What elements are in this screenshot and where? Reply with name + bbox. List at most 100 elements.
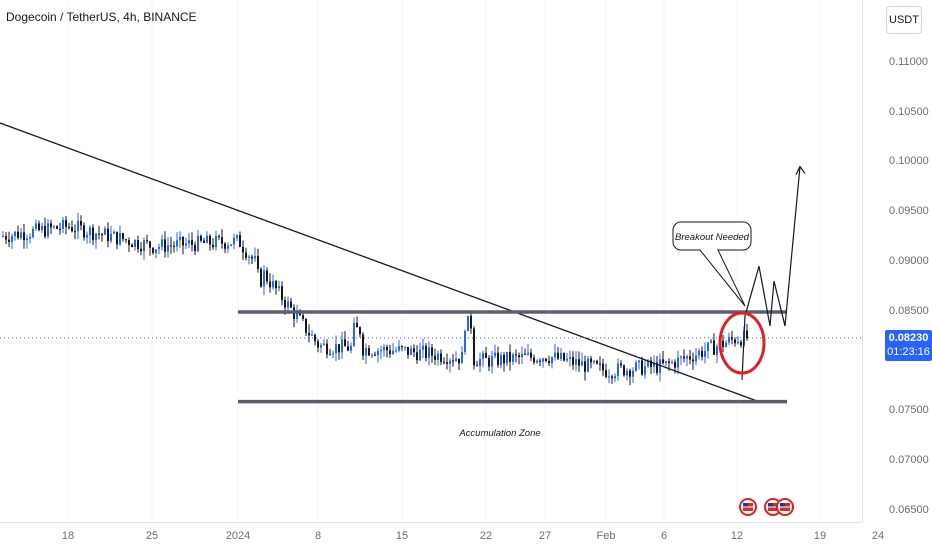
candle-body [59,228,61,230]
candle-body [716,346,718,355]
candle-body [20,232,22,239]
candle-body [605,370,607,377]
candle-body [173,245,175,247]
candle-body [143,240,145,252]
candle-body [692,359,694,362]
candle-body [710,340,712,343]
candle-body [503,354,505,364]
candle-body [548,360,550,364]
candle-body [122,233,124,240]
candle-body [638,360,640,363]
time-label: Feb [596,530,616,542]
candle-body [365,348,367,356]
candle-body [734,339,736,344]
candle-body [473,328,475,366]
candle-body [467,315,469,332]
candle-body [527,352,529,355]
candle-body [71,227,73,232]
candle-body [281,286,283,301]
candle-body [302,315,304,319]
candle-body [662,359,664,364]
time-axis[interactable] [0,522,862,551]
candle-body [113,231,115,234]
price-label: 0.10000 [889,155,929,167]
candle-body [389,350,391,354]
candle-body [665,361,667,364]
candle-body [329,354,331,356]
candle-body [659,359,661,373]
candle-body [422,345,424,350]
candle-body [74,231,76,233]
candle-body [170,245,172,247]
candle-body [521,353,523,358]
candle-body [728,337,730,343]
candle-body [563,352,565,361]
currency-button[interactable]: USDT [886,6,922,34]
candle-body [746,330,748,339]
candle-body [341,339,343,353]
candle-body [608,376,610,378]
candle-body [440,353,442,362]
price-label: 0.09000 [889,255,929,267]
candle-body [65,219,67,227]
time-label: 15 [395,530,409,542]
candle-body [83,225,85,238]
candle-body [44,225,46,237]
candle-body [632,370,634,377]
candle-body [482,353,484,359]
candle-body [437,353,439,360]
candle-body [398,346,400,351]
candle-body [404,346,406,348]
candle-body [407,346,409,355]
price-axis[interactable] [862,0,932,522]
candle-body [446,362,448,364]
time-label: 18 [61,530,75,542]
candle-body [275,281,277,289]
candle-body [314,334,316,342]
candle-body [611,376,613,379]
candle-body [221,237,223,244]
candle-body [620,363,622,366]
candle-body [107,228,109,242]
candle-body [167,245,169,252]
candle-body [476,365,478,367]
candle-body [326,343,328,355]
candle-body [428,347,430,358]
candle-body [554,352,556,358]
descending-trendline [0,122,758,402]
candle-body [347,346,349,351]
candle-body [11,236,13,242]
chart-area[interactable]: Breakout Needed Accumulation Zone [0,0,862,522]
candle-body [260,268,262,287]
candle-body [623,365,625,376]
candle-body [449,360,451,364]
candle-body [371,354,373,356]
candle-body [512,354,514,362]
candle-body [416,352,418,361]
candle-body [26,238,28,241]
candle-body [242,246,244,253]
price-label: 0.09500 [889,205,929,217]
price-label: 0.06500 [889,504,929,516]
candle-body [134,240,136,248]
candle-body [602,363,604,371]
candle-body [386,346,388,351]
candle-body [116,231,118,245]
candle-body [392,350,394,354]
candle-body [200,235,202,241]
candle-body [38,223,40,230]
time-label: 2024 [225,530,251,542]
candle-body [2,236,4,238]
candle-body [575,359,577,365]
candle-body [227,245,229,249]
candle-body [626,370,628,376]
candle-body [488,358,490,367]
candle-body [161,239,163,247]
candle-body [299,313,301,316]
candle-body [263,270,265,287]
projection-arrowhead [795,165,806,175]
candle-body [695,355,697,362]
candle-body [50,223,52,228]
candle-body [560,352,562,359]
candle-body [164,239,166,252]
